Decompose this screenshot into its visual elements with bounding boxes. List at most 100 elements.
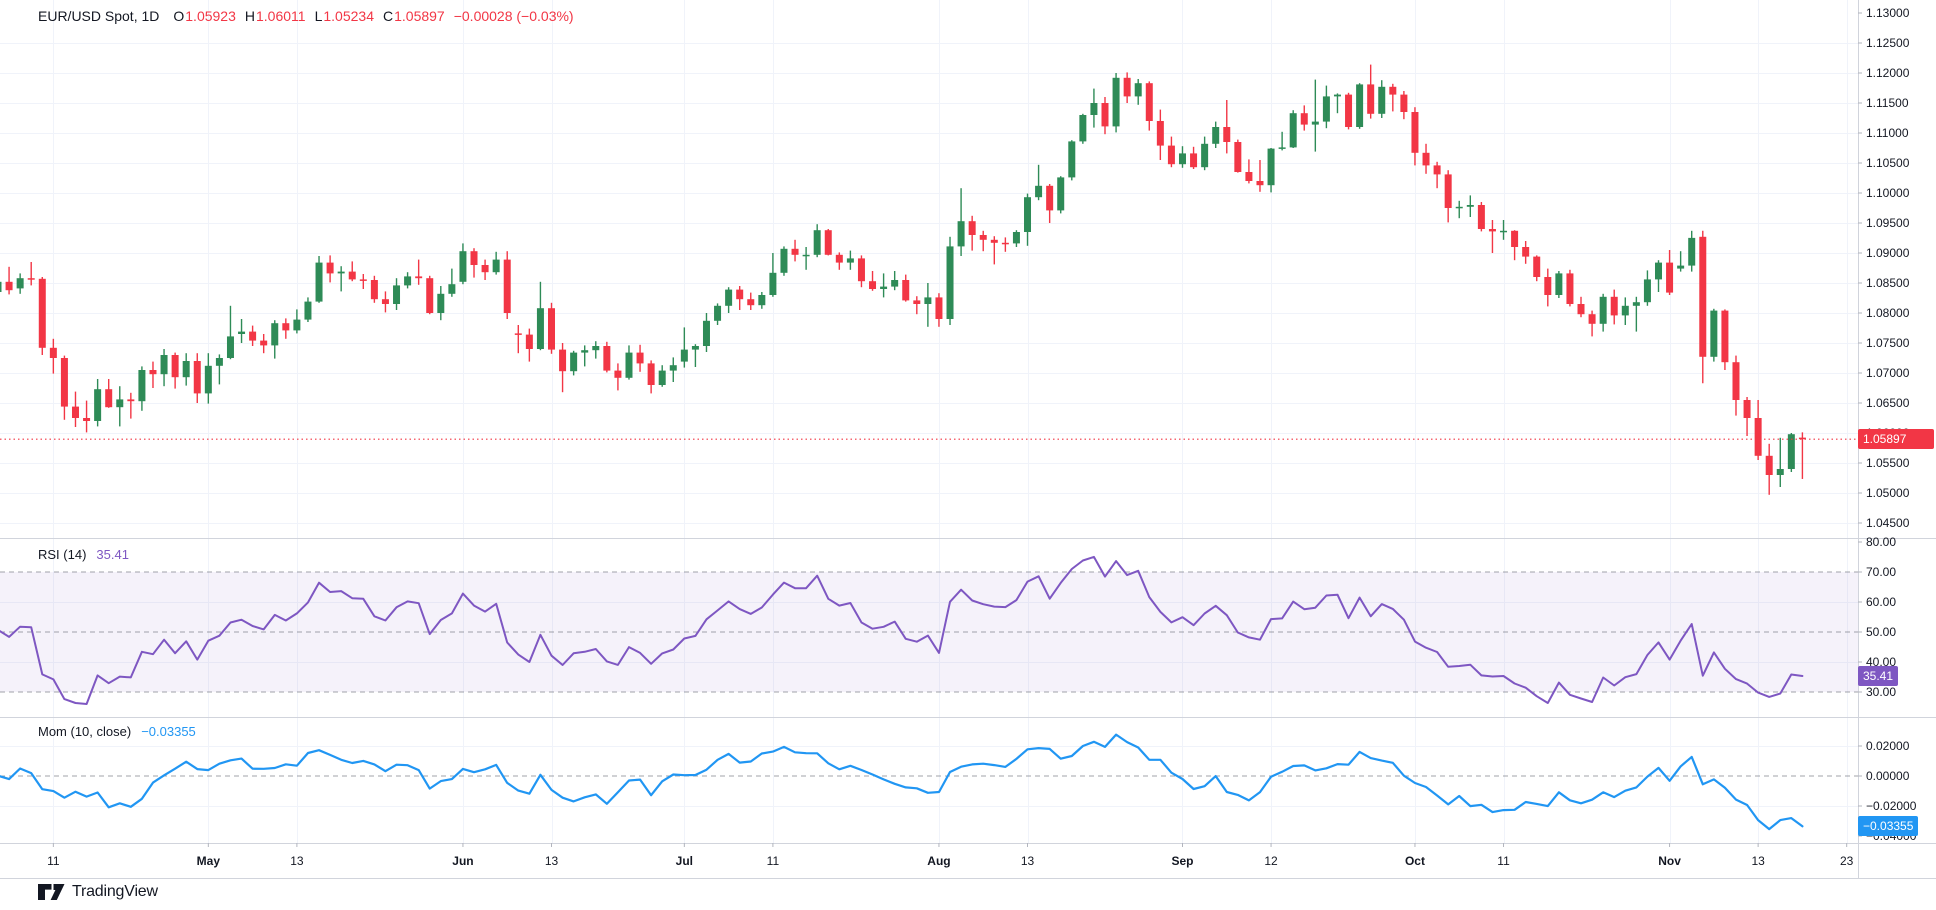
candle [857, 255, 865, 288]
candle [271, 320, 279, 359]
candle [182, 353, 190, 386]
candle [780, 246, 788, 276]
candle [1333, 93, 1341, 114]
close-label: C [382, 8, 394, 24]
momentum-legend[interactable]: Mom (10, close) −0.03355 [38, 724, 196, 739]
symbol-title: EUR/USD Spot, 1D [38, 8, 160, 24]
candle [1256, 160, 1264, 192]
candle [337, 266, 345, 292]
rsi-tick-label: 50.00 [1866, 625, 1896, 639]
open-value: 1.05923 [185, 8, 236, 24]
candle [603, 341, 611, 373]
candle [913, 296, 921, 315]
momentum-value-badge: −0.03355 [1858, 816, 1919, 837]
tradingview-logo[interactable]: TradingView [38, 883, 158, 901]
candle [1035, 164, 1043, 201]
candle [1212, 121, 1220, 148]
candle [791, 239, 799, 262]
candle [326, 255, 334, 283]
candle [470, 248, 478, 278]
candle [492, 251, 500, 275]
candle [990, 236, 998, 265]
candle [381, 291, 389, 313]
rsi-tick-label: 40.00 [1866, 655, 1896, 669]
candle [5, 266, 13, 295]
candle [215, 354, 223, 385]
candles-layer [0, 64, 1806, 495]
candle [1688, 230, 1696, 272]
candle [891, 271, 899, 291]
candle [1699, 230, 1707, 384]
candle [1389, 83, 1397, 112]
candle [27, 262, 35, 286]
candle [1400, 91, 1408, 120]
candle [658, 365, 666, 387]
candle [1345, 92, 1353, 130]
candle [149, 361, 157, 388]
symbol-legend[interactable]: EUR/USD Spot, 1D O 1.05923 H 1.06011 L 1.05… [38, 8, 574, 24]
candle [1367, 64, 1375, 119]
candle [1511, 230, 1519, 261]
candle [60, 355, 68, 420]
candle [902, 274, 910, 302]
candle [1721, 309, 1729, 370]
candle [592, 341, 600, 359]
candle [481, 259, 489, 280]
time-month-label: May [197, 854, 221, 868]
candle [714, 303, 722, 325]
candle [559, 343, 567, 393]
candle [171, 352, 179, 389]
candle [249, 325, 257, 346]
candle [1267, 148, 1275, 193]
candle [503, 251, 511, 319]
candle [691, 344, 699, 367]
candle [1710, 308, 1718, 362]
high-value: 1.06011 [256, 8, 306, 24]
price-tick-label: 1.05000 [1866, 486, 1910, 500]
candle [1632, 296, 1640, 332]
candle [370, 275, 378, 303]
indicator-level-lines [0, 571, 1858, 777]
candle [680, 327, 688, 368]
candle [1356, 83, 1364, 129]
candle [769, 253, 777, 297]
tradingview-brand-text: TradingView [72, 883, 158, 900]
candle [426, 275, 434, 315]
candle [1555, 271, 1563, 298]
candle [94, 379, 102, 427]
open-label: O [173, 8, 185, 24]
candle [1743, 397, 1751, 436]
candle [1666, 250, 1674, 295]
time-month-label: Oct [1405, 854, 1425, 868]
candle [1577, 296, 1585, 318]
time-month-label: Aug [927, 854, 950, 868]
candle [1455, 200, 1463, 219]
candle [813, 224, 821, 258]
last-price-badge: 1.05897 [1858, 429, 1934, 450]
candle [282, 318, 290, 339]
candle [1643, 270, 1651, 306]
price-tick-label: 1.12000 [1866, 66, 1910, 80]
candle [1068, 140, 1076, 181]
candle [105, 379, 113, 408]
price-tick-label: 1.09500 [1866, 216, 1910, 230]
time-axis[interactable]: 11 May 13 Jun 13 Jul 11 Aug 13 Sep 12 Oct 11 Nov 13 23 [47, 843, 1854, 868]
candle [514, 325, 522, 354]
candle [1798, 432, 1806, 479]
candle [647, 360, 655, 394]
candle [1123, 72, 1131, 103]
candle [625, 345, 633, 380]
candle [1533, 255, 1541, 282]
candle [348, 261, 356, 282]
candle [404, 272, 412, 289]
candle [204, 353, 212, 404]
candle [614, 363, 622, 391]
candle [548, 302, 555, 354]
candle [835, 252, 843, 270]
candle [1178, 146, 1186, 168]
rsi-tick-label: 80.00 [1866, 535, 1896, 549]
candle [1057, 176, 1065, 214]
candle [1024, 193, 1032, 246]
rsi-legend[interactable]: RSI (14) 35.41 [38, 547, 129, 562]
